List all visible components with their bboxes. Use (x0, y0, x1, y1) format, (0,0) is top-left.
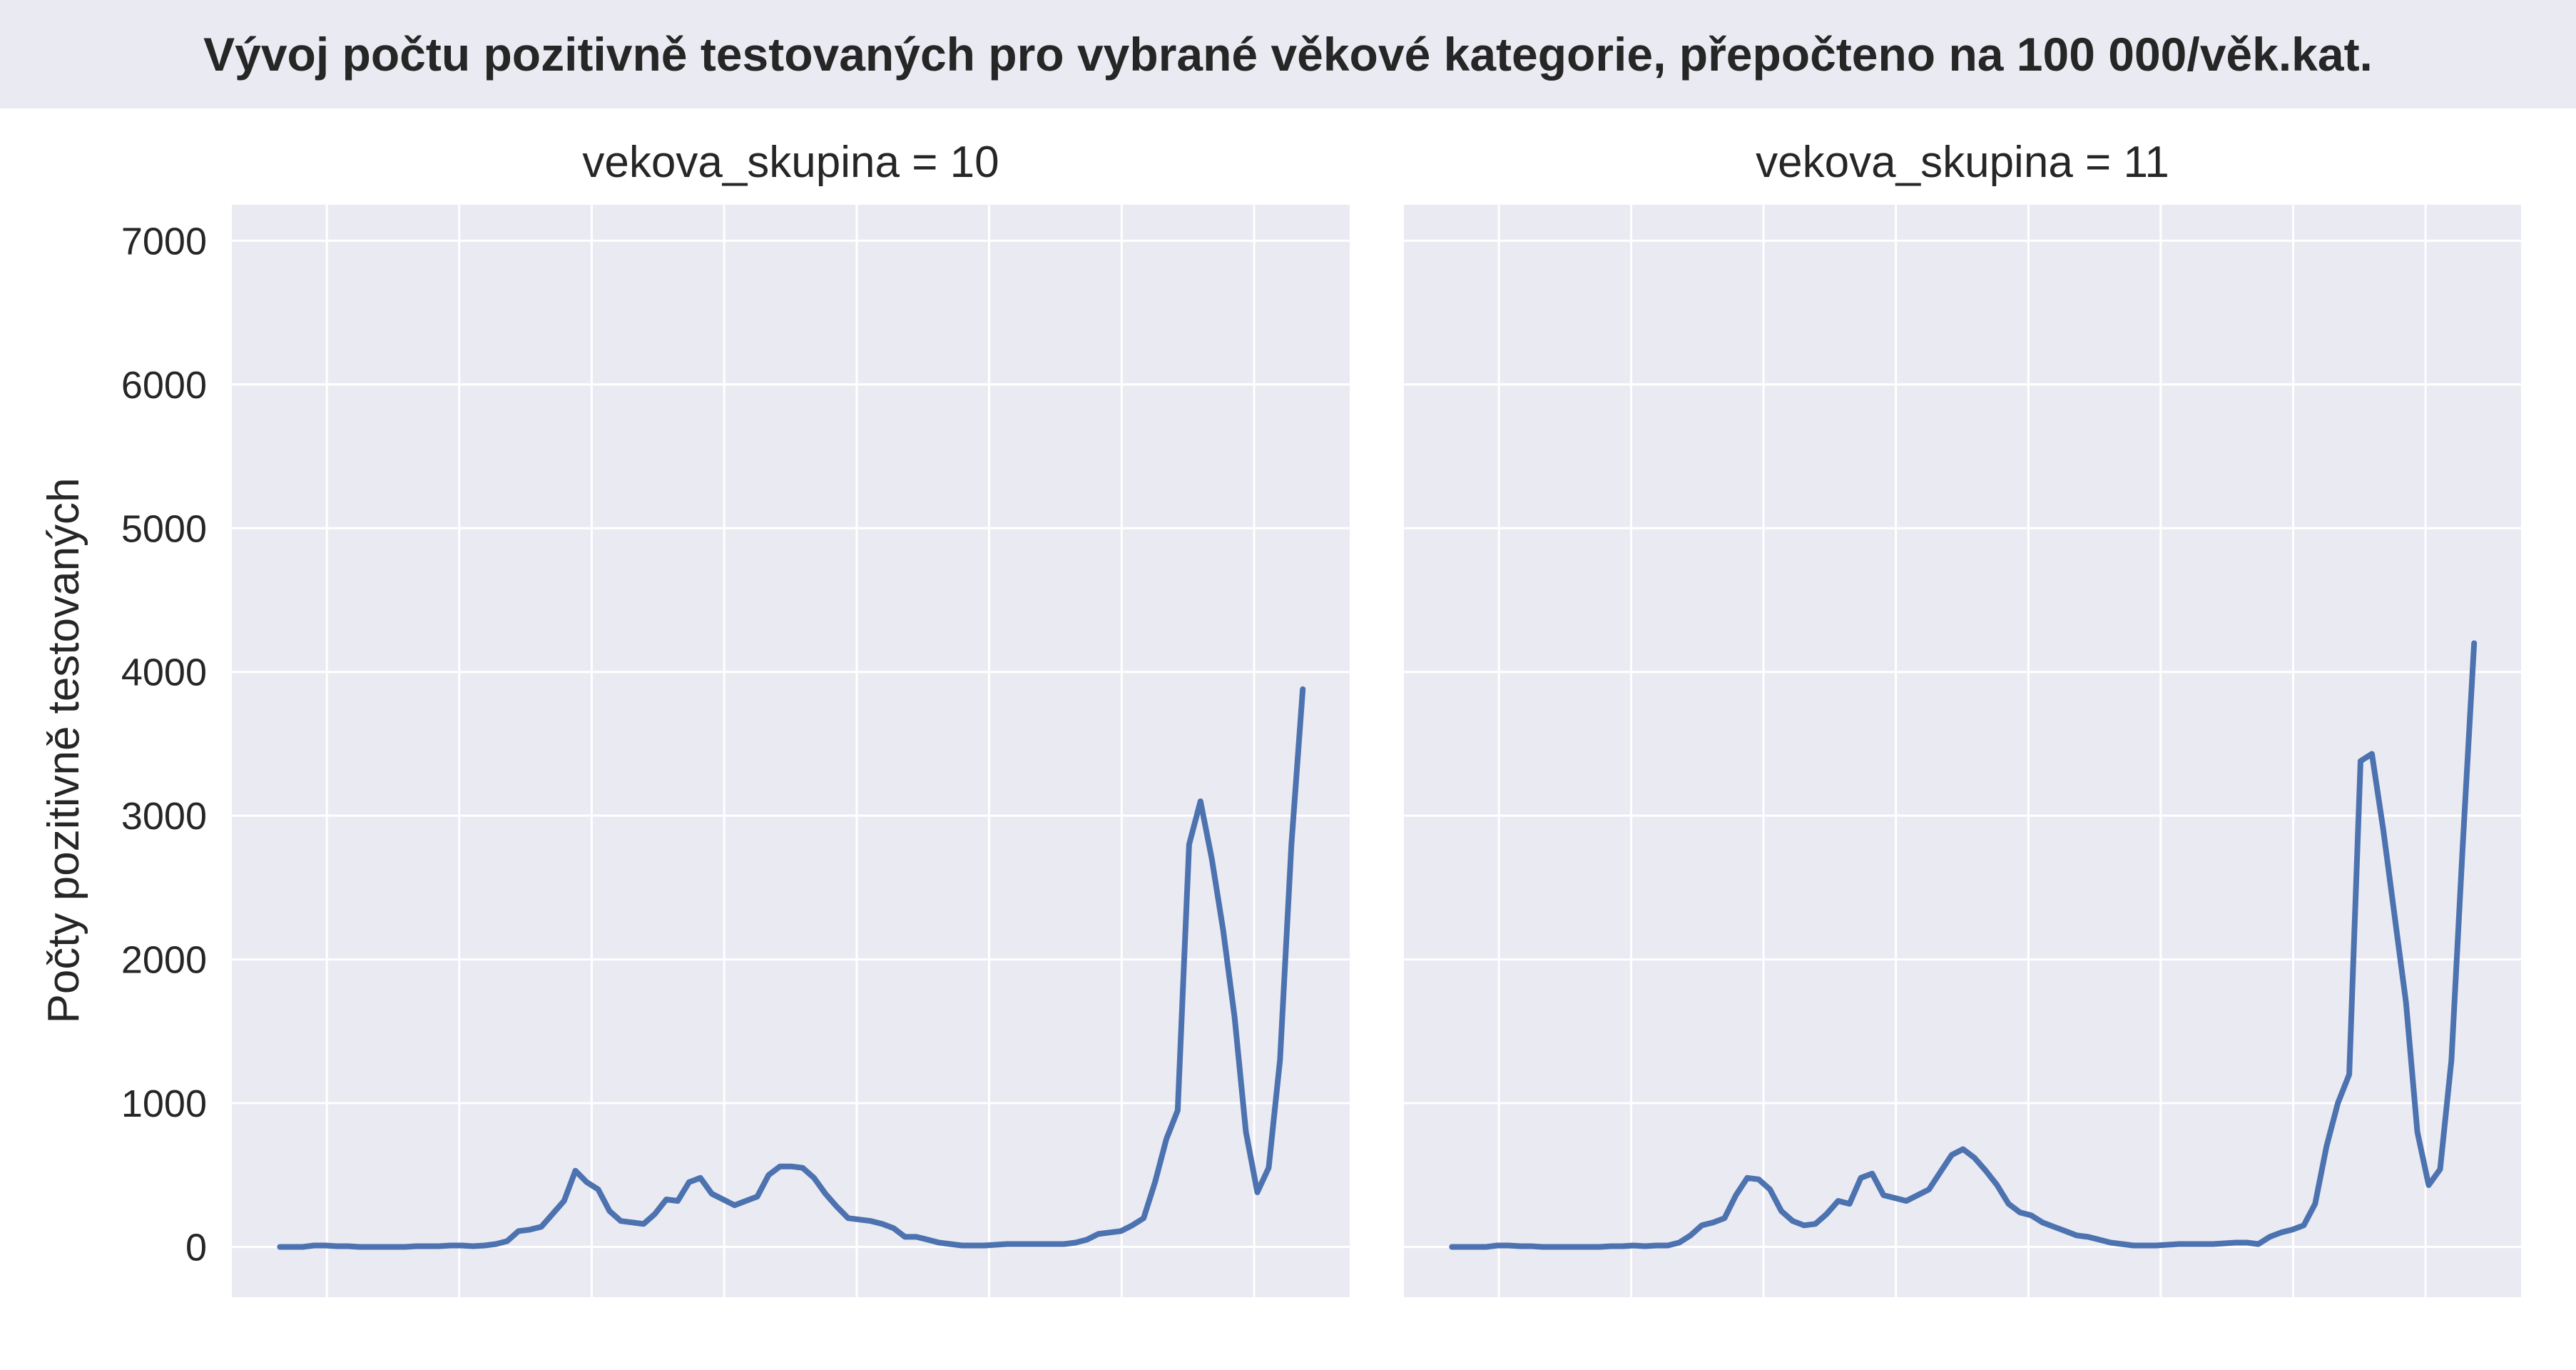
gridlines (232, 205, 1350, 1297)
y-tick-label: 1000 (121, 1082, 207, 1125)
series-lines (1449, 640, 2478, 1250)
y-tick-label: 7000 (121, 220, 207, 263)
series-line (277, 686, 1306, 1250)
figure-header: Vývoj počtu pozitivně testovaných pro vy… (0, 0, 2576, 108)
y-axis-label: Počty pozitivně testovaných (39, 477, 88, 1023)
series-line (1449, 640, 2478, 1250)
panel-title: vekova_skupina = 10 (582, 138, 999, 187)
y-tick-label: 0 (185, 1226, 207, 1269)
panel-age-group-11: vekova_skupina = 11 (1404, 138, 2521, 1297)
y-tick-label: 3000 (121, 795, 207, 838)
y-tick-label: 4000 (121, 651, 207, 694)
y-tick-label: 2000 (121, 939, 207, 982)
y-tick-label: 5000 (121, 507, 207, 550)
y-tick-labels: 0 1000 2000 3000 4000 5000 6000 7000 (121, 220, 207, 1269)
plot-area-background (1404, 205, 2521, 1297)
panel-age-group-10: vekova_skupina = 10 0 1000 2000 3000 4000 500… (121, 138, 1350, 1297)
plot-area-background (232, 205, 1350, 1297)
panel-title: vekova_skupina = 11 (1756, 138, 2169, 187)
y-tick-label: 6000 (121, 364, 207, 407)
page-title: Vývoj počtu pozitivně testovaných pro vy… (203, 28, 2373, 81)
series-lines (277, 686, 1306, 1250)
